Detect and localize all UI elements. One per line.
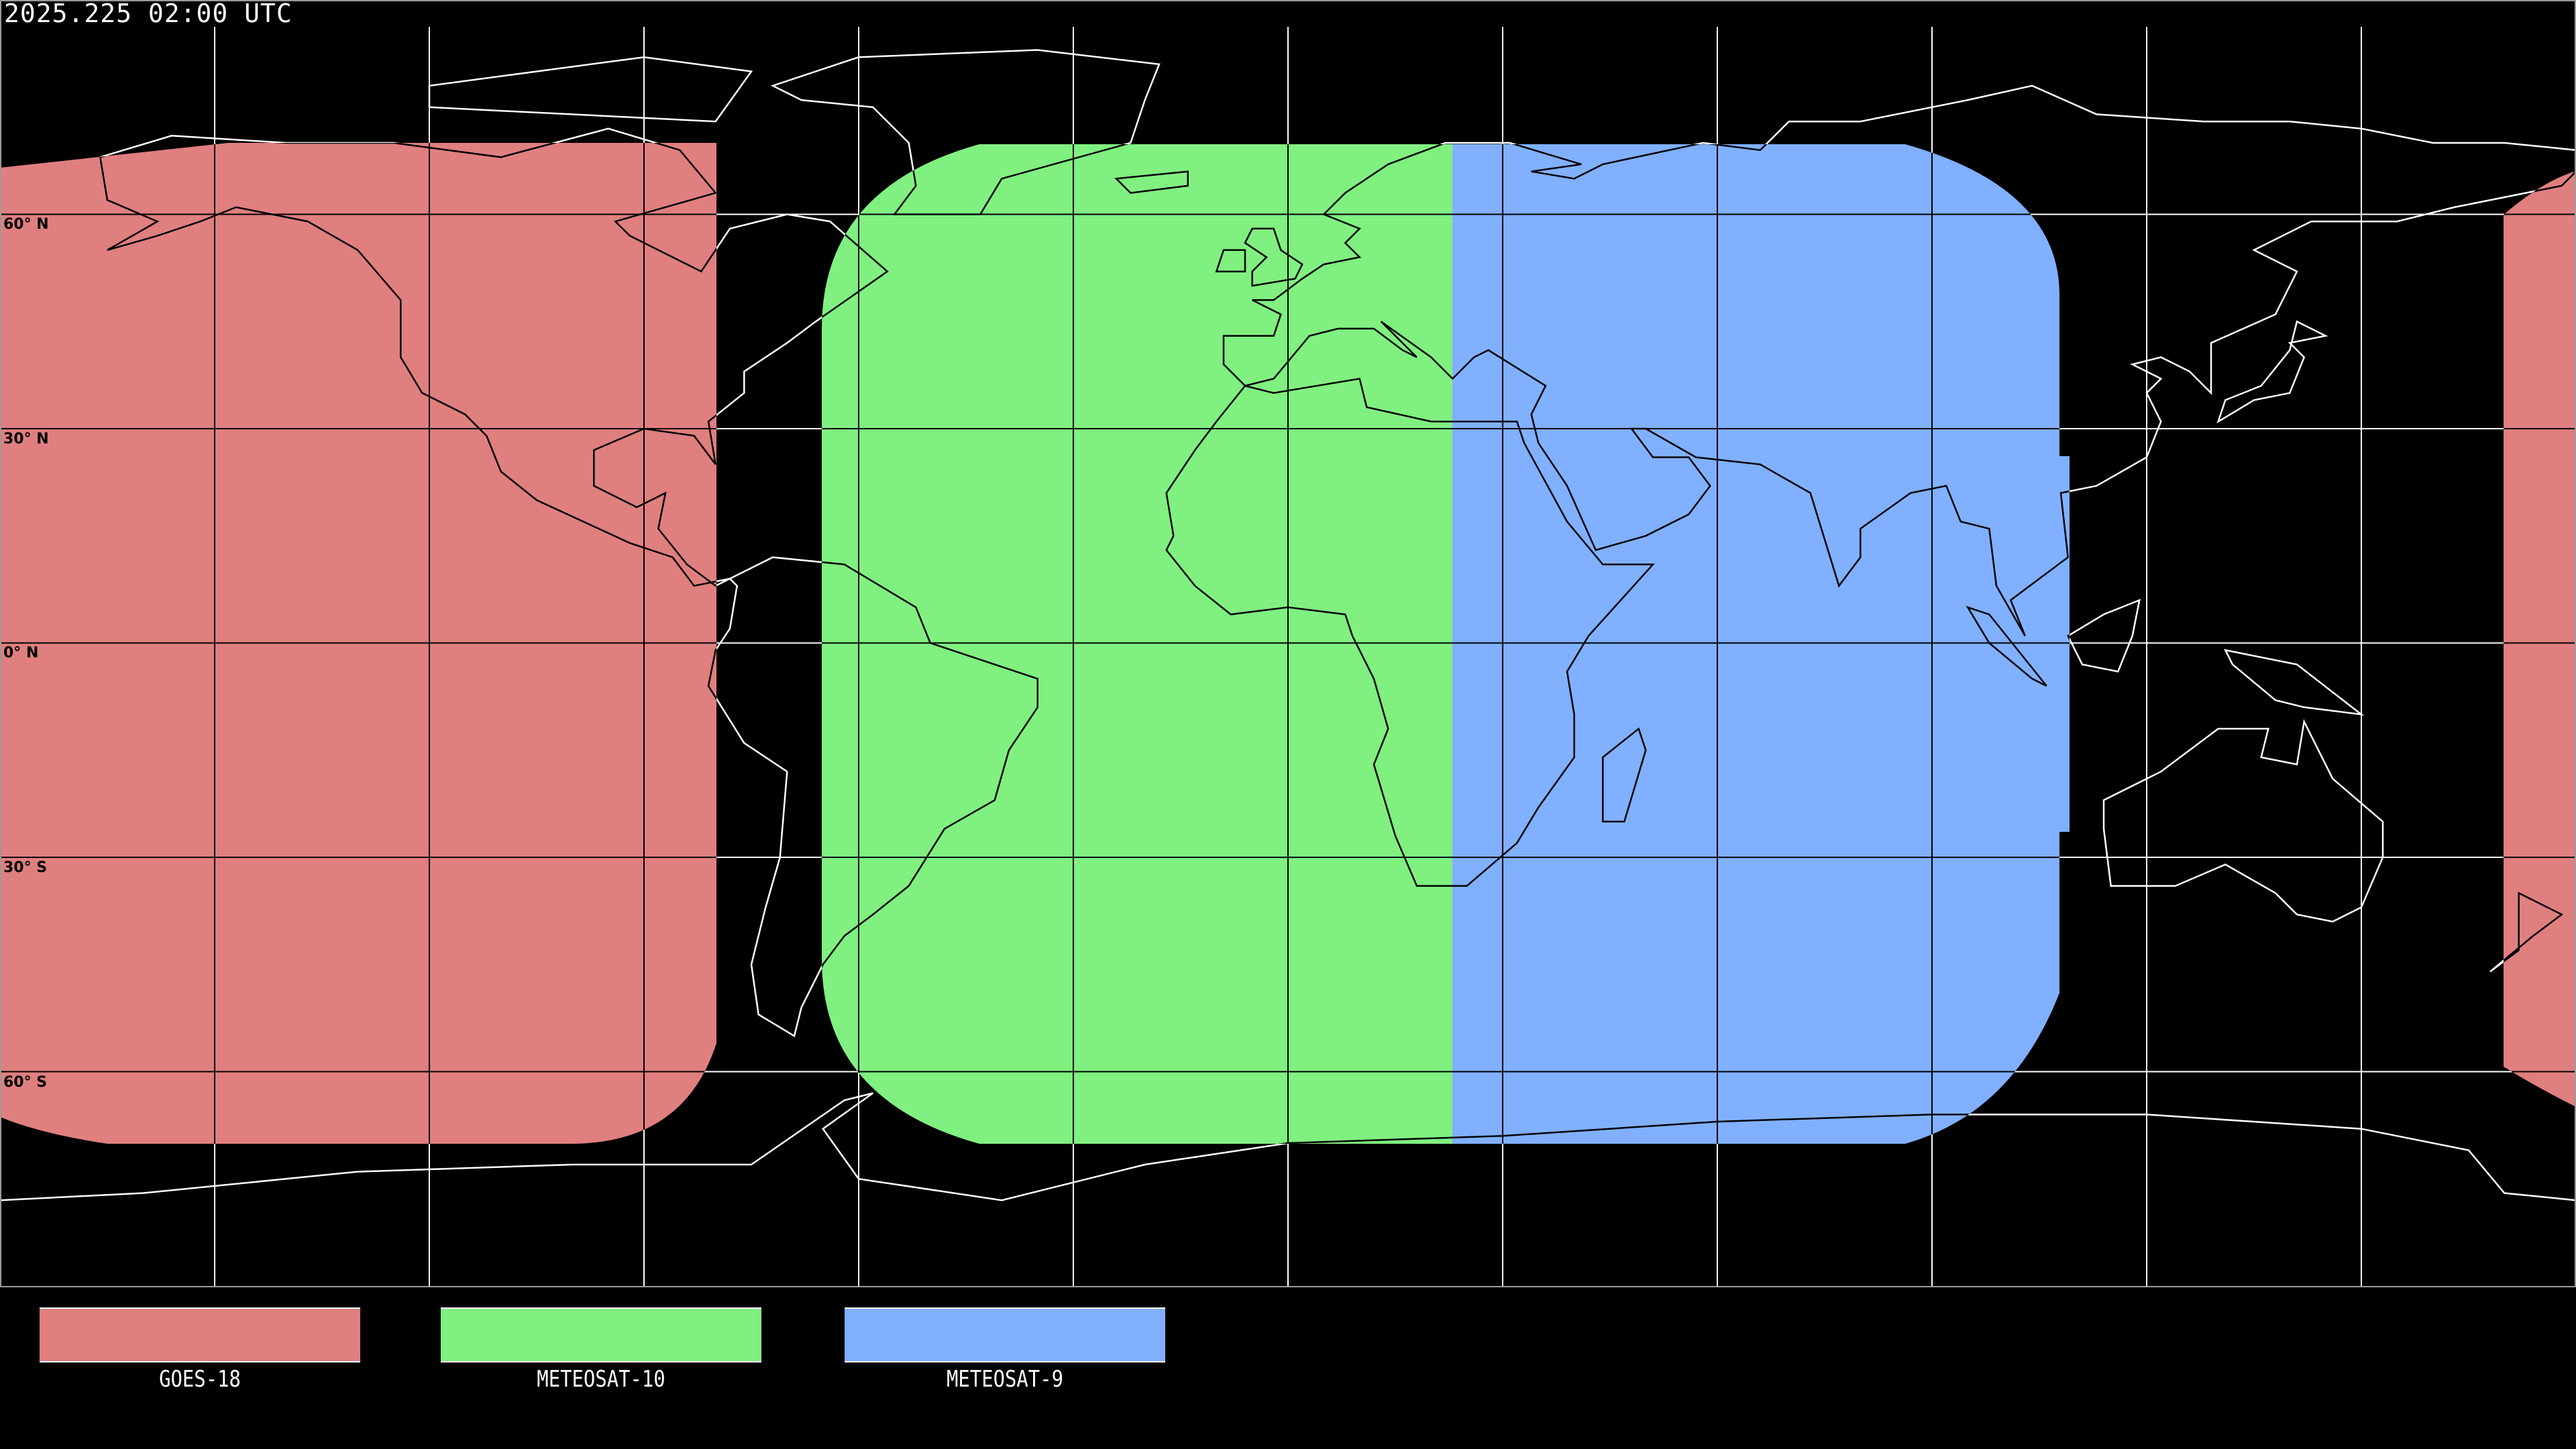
coastline-africa <box>1165 378 1655 887</box>
coastline-sumatra <box>1966 606 2047 687</box>
coastline-north-america <box>99 143 889 587</box>
coastline-iceland <box>1114 170 1189 194</box>
coastline-antarctica <box>0 1092 2576 1201</box>
coastline-borneo <box>2067 598 2141 673</box>
coastline-greenland <box>770 143 1161 215</box>
coastline-australia <box>2102 718 2384 923</box>
coastline-arctic-islands <box>429 57 751 121</box>
coverage-meteosat-10 <box>822 144 1452 1144</box>
legend-label-goes-18: GOES-18 <box>159 1366 241 1393</box>
coverage-goes-18-wrap <box>2504 171 2576 1107</box>
timestamp-title: 2025.225 02:00 UTC <box>4 0 292 28</box>
coastline-borneo <box>2067 598 2141 673</box>
coastline-madagascar <box>1602 727 1647 823</box>
legend-swatch-meteosat-10 <box>441 1307 761 1362</box>
coastline-new-zealand <box>2489 892 2564 973</box>
lat-label-30s: 30° S <box>3 859 48 876</box>
legend-label-meteosat-10: METEOSAT-10 <box>537 1366 665 1393</box>
coastline-australia <box>2102 718 2384 923</box>
coastline-new-guinea <box>2224 649 2365 716</box>
legend-swatch-goes-18 <box>40 1307 360 1362</box>
lat-label-60s: 60° S <box>3 1074 48 1091</box>
coastline-ireland <box>1215 249 1246 272</box>
coastline-arctic-islands <box>428 56 753 123</box>
lat-label-0: 0° N <box>3 645 39 661</box>
coastline-japan <box>2216 320 2328 424</box>
coverage-map <box>0 27 2576 1286</box>
lat-label-30n: 30° N <box>3 431 49 447</box>
lat-label-60n: 60° N <box>3 216 49 233</box>
coastline-great-britain <box>1244 227 1303 287</box>
coverage-meteosat-9 <box>1452 144 2070 1144</box>
legend-swatch-meteosat-9 <box>845 1307 1165 1362</box>
legend-label-meteosat-9: METEOSAT-9 <box>946 1366 1063 1393</box>
